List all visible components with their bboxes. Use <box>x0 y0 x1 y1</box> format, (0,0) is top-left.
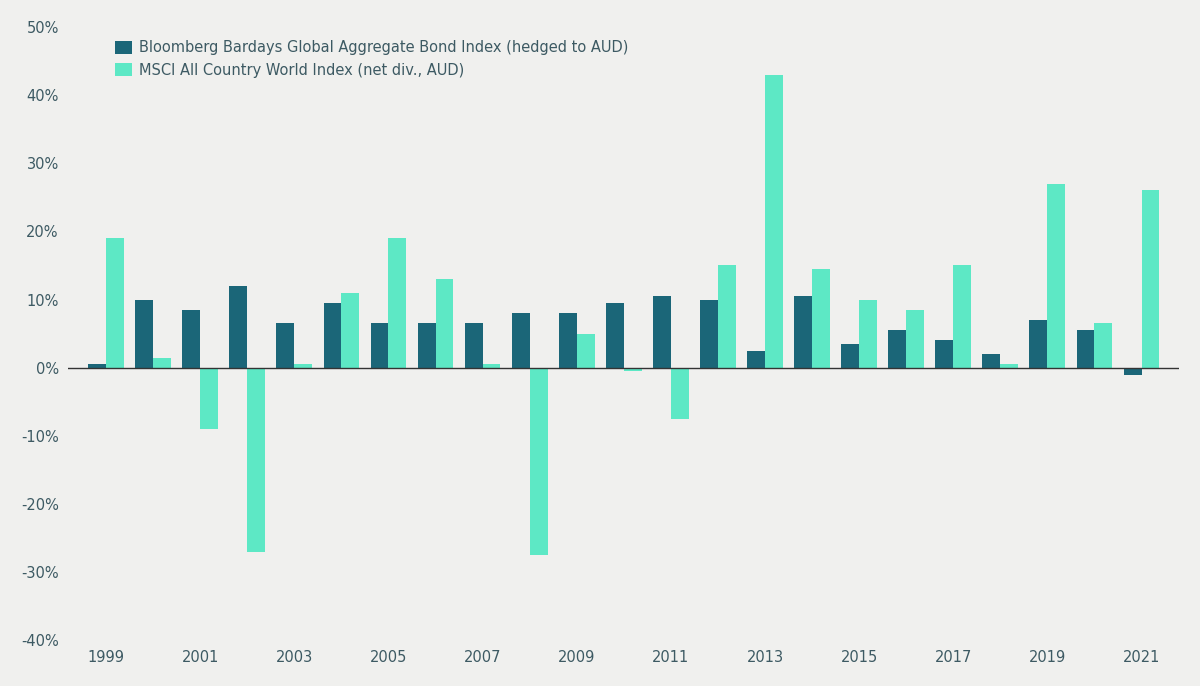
Bar <box>718 265 736 368</box>
Bar <box>700 300 718 368</box>
Bar <box>436 279 454 368</box>
Bar <box>1030 320 1048 368</box>
Bar <box>983 354 1001 368</box>
Bar <box>1076 330 1094 368</box>
Bar <box>888 330 906 368</box>
Bar <box>953 265 971 368</box>
Bar <box>1141 191 1159 368</box>
Bar <box>200 368 218 429</box>
Bar <box>511 314 529 368</box>
Bar <box>1094 323 1112 368</box>
Bar <box>841 344 859 368</box>
Bar <box>577 333 595 368</box>
Bar <box>247 368 265 552</box>
Bar <box>324 303 342 368</box>
Bar <box>106 238 124 368</box>
Bar <box>154 357 172 368</box>
Bar <box>529 368 547 555</box>
Bar <box>371 323 389 368</box>
Bar <box>606 303 624 368</box>
Bar <box>88 364 106 368</box>
Bar <box>906 310 924 368</box>
Bar <box>482 364 500 368</box>
Bar <box>559 314 577 368</box>
Bar <box>653 296 671 368</box>
Bar <box>294 364 312 368</box>
Bar <box>182 310 200 368</box>
Bar <box>812 269 830 368</box>
Bar <box>342 293 359 368</box>
Bar <box>276 323 294 368</box>
Bar <box>1048 184 1066 368</box>
Bar <box>859 300 877 368</box>
Bar <box>1001 364 1019 368</box>
Bar <box>624 368 642 371</box>
Bar <box>389 238 407 368</box>
Bar <box>671 368 689 419</box>
Bar <box>136 300 154 368</box>
Bar <box>748 351 764 368</box>
Bar <box>764 75 782 368</box>
Bar <box>794 296 812 368</box>
Legend: Bloomberg Bardays Global Aggregate Bond Index (hedged to AUD), MSCI All Country : Bloomberg Bardays Global Aggregate Bond … <box>114 40 629 78</box>
Bar <box>935 340 953 368</box>
Bar <box>229 286 247 368</box>
Bar <box>1123 368 1141 375</box>
Bar <box>418 323 436 368</box>
Bar <box>464 323 482 368</box>
